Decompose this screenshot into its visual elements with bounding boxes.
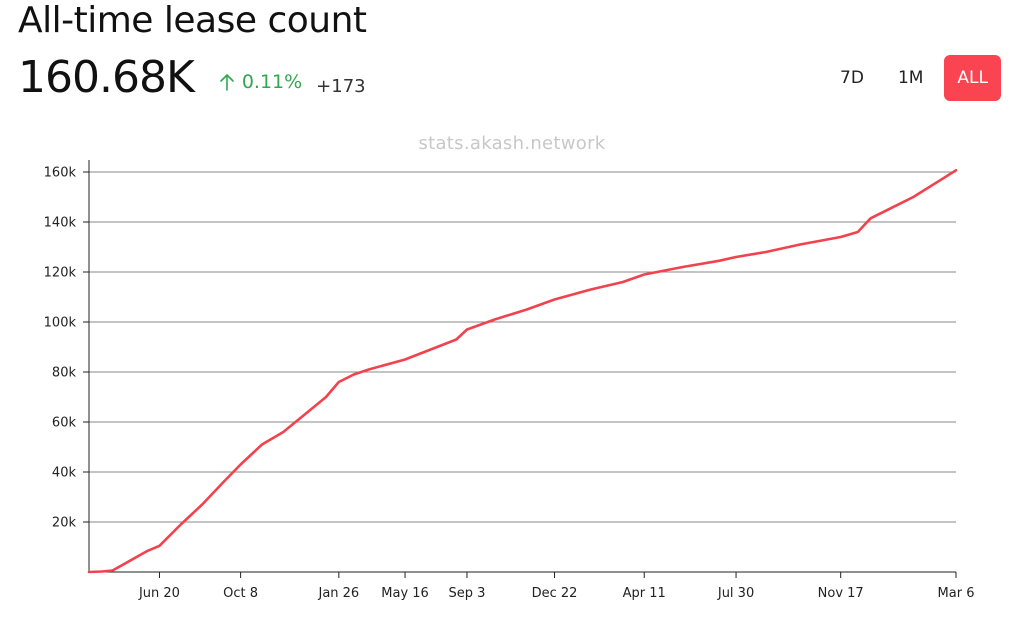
arrow-up-icon	[220, 74, 234, 91]
x-tick-label: Jan 26	[317, 586, 359, 601]
y-tick-label: 80k	[52, 366, 77, 381]
range-7d-button[interactable]: 7D	[840, 68, 864, 88]
change-indicator: 0.11%	[218, 71, 302, 93]
x-tick-label: Sep 3	[449, 586, 486, 601]
change-absolute: +173	[316, 76, 366, 97]
x-tick-label: Mar 6	[938, 586, 975, 601]
x-tick-label: Nov 17	[818, 586, 864, 601]
x-tick-label: Jun 20	[138, 586, 180, 601]
y-tick-label: 160k	[44, 166, 77, 181]
y-tick-label: 40k	[52, 466, 77, 481]
y-tick-label: 120k	[44, 266, 77, 281]
chart-title: All-time lease count	[18, 0, 367, 41]
y-tick-label: 100k	[44, 316, 77, 331]
x-tick-label: Apr 11	[623, 586, 666, 601]
change-percent: 0.11%	[241, 71, 303, 93]
watermark: stats.akash.network	[418, 133, 606, 154]
lease-count-line	[87, 169, 958, 574]
total-value: 160.68K	[18, 52, 195, 103]
x-tick-label: Dec 22	[532, 586, 578, 601]
y-tick-label: 60k	[52, 416, 77, 431]
range-selector: 7D 1M ALL	[819, 55, 1001, 101]
range-1m-button[interactable]: 1M	[897, 68, 924, 88]
y-tick-label: 140k	[44, 216, 77, 231]
metric-row: 160.68K 0.11% +173	[18, 52, 366, 103]
x-tick-label: May 16	[381, 586, 429, 601]
x-tick-label: Jul 30	[717, 586, 754, 601]
x-tick-label: Oct 8	[223, 586, 258, 601]
y-tick-label: 20k	[52, 516, 77, 531]
range-all-button[interactable]: ALL	[944, 55, 1001, 101]
